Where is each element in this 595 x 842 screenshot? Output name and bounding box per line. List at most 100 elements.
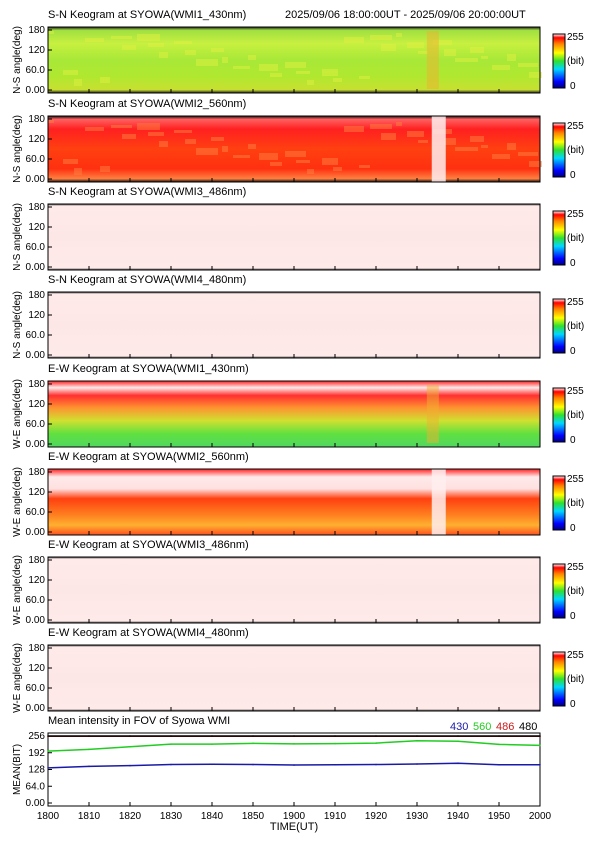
y-tick-label: 256 (28, 731, 45, 742)
y-tick-label: 0.00 (26, 174, 46, 185)
panel-title: E-W Keogram at SYOWA(WMI3_486nm) (48, 539, 249, 551)
keogram-texture (233, 66, 250, 69)
keogram-texture (296, 160, 310, 163)
keogram-texture (137, 123, 160, 130)
panel-title: E-W Keogram at SYOWA(WMI2_560nm) (48, 451, 249, 463)
keogram-texture (396, 122, 402, 126)
keogram-texture (444, 49, 456, 56)
colorbar-min-label: 0 (570, 346, 576, 357)
colorbar (552, 298, 566, 354)
x-tick-label: 1800 (37, 811, 60, 822)
colorbar-min-label: 0 (570, 699, 576, 710)
data-point-480 (129, 735, 131, 737)
keogram-texture (359, 165, 370, 168)
y-tick-label: 0.00 (26, 798, 46, 809)
keogram-texture (396, 33, 402, 37)
y-axis-label: N-S angle(deg) (12, 26, 23, 94)
legend-item: 486 (496, 721, 514, 733)
keogram-bright-band (431, 116, 446, 182)
x-tick-label: 1840 (201, 811, 224, 822)
data-point-560 (252, 742, 254, 745)
x-tick-label: 2000 (529, 811, 552, 822)
data-point-560 (211, 743, 213, 745)
x-tick-label: 1820 (119, 811, 142, 822)
keogram-texture (507, 54, 516, 61)
keogram-texture (307, 80, 314, 85)
data-point-480 (170, 735, 172, 737)
y-tick-label: 60.0 (26, 65, 46, 76)
keogram-texture (48, 31, 54, 34)
y-tick-label: 60.0 (26, 330, 46, 341)
keogram-texture (407, 42, 424, 48)
keogram-texture (122, 45, 136, 50)
y-tick-label: 60.0 (26, 683, 46, 694)
y-tick-label: 120 (28, 310, 45, 321)
y-tick-label: 180 (28, 643, 45, 654)
colorbar (552, 33, 566, 89)
keogram-texture (333, 78, 342, 82)
keogram-texture (196, 148, 218, 155)
y-tick-label: 120 (28, 575, 45, 586)
keogram-texture (381, 133, 396, 140)
x-tick-label: 1830 (160, 811, 183, 822)
y-tick-label: 180 (28, 202, 45, 213)
y-tick-label: 60.0 (26, 595, 46, 606)
colorbar-unit-label: (bit) (567, 410, 584, 421)
keogram-texture (381, 44, 396, 51)
y-tick-label: 120 (28, 487, 45, 498)
data-point-430 (293, 764, 295, 766)
data-point-430 (416, 763, 418, 765)
keogram-texture (211, 48, 224, 52)
data-point-480 (416, 735, 418, 737)
keogram-texture (159, 52, 168, 58)
data-point-560 (457, 740, 459, 743)
y-tick-label: 120 (28, 134, 45, 145)
keogram-bright-band (426, 31, 439, 89)
y-tick-label: 180 (28, 555, 45, 566)
keogram-texture (322, 69, 338, 76)
data-point-560 (375, 742, 377, 744)
keogram-texture (174, 130, 192, 133)
colorbar-unit-label: (bit) (567, 586, 584, 597)
colorbar-max-label: 255 (567, 209, 584, 220)
keogram-bright-band (426, 385, 439, 443)
colorbar-max-label: 255 (567, 121, 584, 132)
y-axis-label: W-E angle(deg) (12, 643, 23, 713)
y-tick-label: 0.00 (26, 85, 46, 96)
keogram-texture (444, 138, 456, 145)
y-tick-label: 60.0 (26, 154, 46, 165)
data-point-480 (88, 735, 90, 737)
y-tick-label: 0.00 (26, 439, 46, 450)
data-point-480 (457, 735, 459, 737)
keogram-texture (63, 159, 78, 164)
y-axis-label: W-E angle(deg) (12, 555, 23, 625)
data-point-560 (129, 745, 131, 748)
keogram-texture (470, 136, 484, 142)
x-tick-label: 1950 (488, 811, 511, 822)
y-axis-label: N-S angle(deg) (12, 115, 23, 183)
data-point-430 (498, 763, 500, 766)
keogram-texture (481, 145, 488, 148)
y-tick-label: 0.00 (26, 615, 46, 626)
data-point-560 (293, 743, 295, 745)
keogram-image (48, 645, 540, 711)
colorbar-min-label: 0 (570, 258, 576, 269)
keogram-texture (211, 137, 224, 141)
data-point-560 (498, 743, 500, 746)
y-tick-label: 180 (28, 379, 45, 390)
keogram-texture (270, 73, 282, 77)
colorbar-max-label: 255 (567, 562, 584, 573)
data-point-430 (252, 763, 254, 766)
data-point-560 (416, 739, 418, 742)
y-axis-label: W-E angle(deg) (12, 467, 23, 537)
y-tick-label: 128 (28, 765, 45, 776)
keogram-texture (159, 141, 168, 147)
x-tick-label: 1930 (406, 811, 429, 822)
data-point-480 (539, 735, 541, 737)
colorbar-unit-label: (bit) (567, 498, 584, 509)
keogram-texture (248, 55, 256, 60)
keogram-texture (481, 56, 488, 59)
colorbar-min-label: 0 (570, 611, 576, 622)
keogram-texture (296, 71, 310, 74)
